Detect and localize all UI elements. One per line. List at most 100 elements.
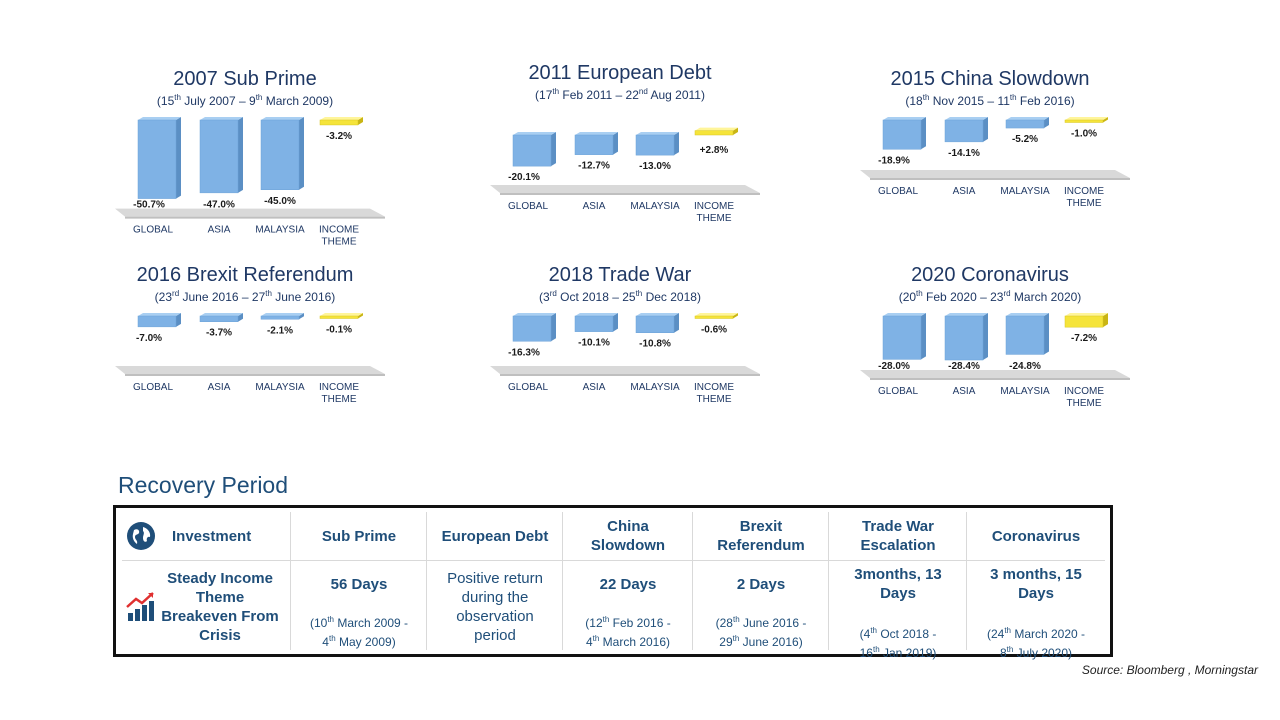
chart-floor [860,170,1130,178]
bar-top [513,132,556,135]
recovery-column: China Slowdown 22 Days (12th Feb 2016 - 4t… [562,512,693,650]
recovery-column: Trade War Escalation 3months, 13 Days (4th… [828,512,967,660]
value-label: -3.2% [326,131,352,142]
bar-front [319,315,359,319]
value-label: -16.3% [508,347,540,358]
chart-floor [860,370,1130,379]
bar-malaysia [1005,117,1049,129]
bar-top [138,313,181,316]
bar-malaysia [260,313,304,320]
recovery-date-range: (24th March 2020 - 8th July 2020) [986,626,1086,660]
bar-asia [574,313,618,332]
bar-front [199,315,239,322]
bar-front [944,119,984,143]
bar-front [1064,315,1104,328]
chart-floor [115,366,385,374]
bar-front [137,315,177,328]
bar-side [176,313,181,327]
category-label: MALAYSIA [255,382,305,393]
bar-side [1103,313,1108,328]
recovery-column-header: Trade War Escalation [860,518,936,554]
value-label: -2.1% [267,325,293,336]
category-label: INCOME [319,225,359,236]
bar-front [1005,119,1045,129]
recovery-column-header: Sub Prime [321,527,397,545]
bar-top [320,117,363,120]
bar-malaysia [635,313,679,333]
category-label: ASIA [208,382,231,393]
bar-top [883,117,926,120]
chart-growth-icon [124,589,160,625]
bar-global [137,313,181,328]
value-label: -12.7% [578,161,610,172]
bar-side [921,313,926,360]
bar-asia [574,132,618,155]
recovery-column-header: Coronavirus [991,527,1081,545]
chart-floor-edge [870,178,1130,180]
category-label: GLOBAL [133,225,173,236]
crisis-chart-panel: 2011 European Debt (17th Feb 2011 – 22nd … [470,62,770,252]
chart-floor-edge [500,193,760,195]
recovery-date-range: (12th Feb 2016 - 4th March 2016) [585,615,671,649]
recovery-period-title: Recovery Period [118,472,289,498]
bar-top [1006,313,1049,316]
recovery-date-range: (10th March 2009 - 4th May 2009) [309,615,409,649]
value-label: -5.2% [1012,134,1038,145]
bar-side [299,117,304,190]
recovery-date-range: (4th Oct 2018 - 16th Jan 2019) [859,626,937,660]
chart-date-range: (15th July 2007 – 9th March 2009) [156,93,334,108]
category-label: GLOBAL [878,186,918,197]
recovery-days: 56 Days [330,576,388,593]
value-label: +2.8% [700,145,729,156]
recovery-days: 3 months, 15 Days [990,566,1082,602]
chart-floor [490,366,760,374]
chart-title: 2007 Sub Prime [173,68,317,90]
bar-asia [944,117,988,143]
category-label: INCOME [319,382,359,393]
bar-income-theme [1064,117,1108,123]
chart-floor-edge [500,374,760,376]
bar-global [512,132,556,167]
bar-side [1044,117,1049,129]
chart-floor-edge [870,378,1130,381]
bar-global [137,117,181,199]
value-label: -3.7% [206,328,232,339]
category-label: ASIA [953,186,976,197]
recovery-column: Sub Prime 56 Days (10th March 2009 - 4th M… [290,512,427,650]
recovery-column: European Debt Positive return during the … [426,512,563,650]
value-label: -10.8% [639,339,671,350]
category-label: INCOME [1064,186,1104,197]
bar-side [1103,117,1108,123]
bar-global [512,313,556,342]
chart-title: 2011 European Debt [528,62,712,84]
bar-side [238,117,243,193]
bar-top [200,117,243,120]
recovery-days: 2 Days [736,576,786,593]
bar-top [513,313,556,316]
bar-global [882,117,926,150]
value-label: -24.8% [1009,361,1041,372]
value-label: -47.0% [203,200,235,211]
bar-side [551,132,556,167]
bar-side [921,117,926,150]
bar-asia [199,313,243,322]
bar-side [983,313,988,361]
bar-front [1005,315,1045,355]
bar-side [299,313,304,320]
chart-date-range: (3rd Oct 2018 – 25th Dec 2018) [539,289,701,304]
investment-header: Investment [172,527,252,545]
bar-front [694,315,734,319]
category-label: THEME [1067,398,1102,409]
category-label: THEME [697,213,732,224]
bar-chart: -20.1% GLOBAL -12.7% ASIA -13.0% MALAYSIA +2.8… [490,127,760,224]
bar-front [635,315,675,333]
globe-icon [126,521,156,551]
crisis-chart-panel: 2020 Coronavirus (20th Feb 2020 – 23rd Ma… [840,264,1140,454]
bar-malaysia [260,117,304,190]
value-label: -13.0% [639,161,671,172]
chart-floor-edge [125,374,385,376]
value-label: -50.7% [133,200,165,211]
bar-side [983,117,988,142]
bar-top [575,132,618,135]
bar-chart: -18.9% GLOBAL -14.1% ASIA -5.2% MALAYSIA -1.0%… [860,117,1130,209]
